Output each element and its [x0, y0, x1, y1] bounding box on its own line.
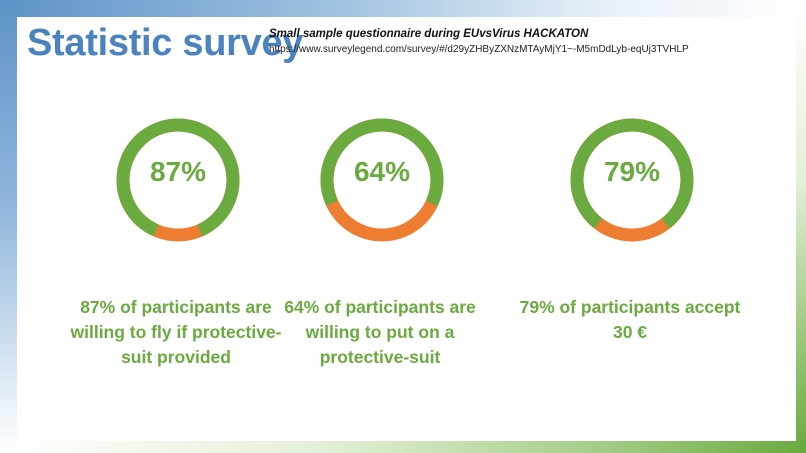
- stat-caption: 64% of participants are willing to put o…: [284, 297, 476, 367]
- donut-ring-value: [116, 118, 240, 242]
- percent-label: 87%: [149, 156, 207, 187]
- donut-svg: [116, 118, 240, 242]
- page-title: Statistic survey: [27, 22, 304, 64]
- donut-chart: 87%: [116, 118, 240, 242]
- subtitle: Small sample questionnaire during EUvsVi…: [269, 28, 589, 40]
- donut-svg: [570, 118, 694, 242]
- donut-svg: [320, 118, 444, 242]
- donut-ring-value: [570, 118, 694, 242]
- stat-caption: 87% of participants are willing to fly i…: [70, 297, 282, 367]
- decorative-right-bar: [796, 0, 806, 453]
- survey-link[interactable]: https://www.surveylegend.com/survey/#/d2…: [269, 44, 689, 55]
- stat-caption: 79% of participants accept 30 €: [519, 297, 741, 342]
- donut-chart: 64%: [320, 118, 444, 242]
- decorative-bottom-bar: [0, 441, 806, 453]
- donut-ring-value: [320, 118, 444, 242]
- donut-chart: 79%: [570, 118, 694, 242]
- percent-label: 64%: [353, 156, 411, 187]
- decorative-top-bar: [0, 0, 806, 17]
- decorative-left-bar: [0, 0, 17, 453]
- percent-label: 79%: [603, 156, 661, 187]
